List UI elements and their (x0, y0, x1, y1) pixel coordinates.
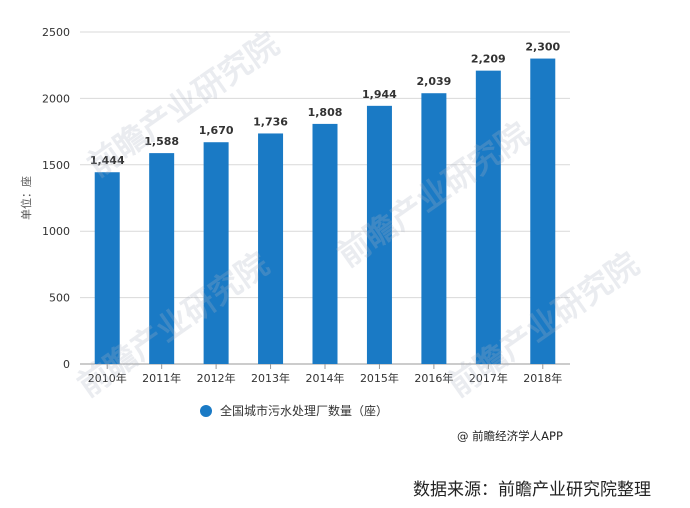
bar (312, 123, 338, 364)
x-tick-label: 2014年 (306, 371, 345, 385)
y-axis-label: 单位：座 (19, 176, 33, 220)
bar-chart: 0 500 1000 1500 2000 2500 单位：座 1,444 2010年 1,588 2… (19, 26, 570, 385)
x-tick-label: 2015年 (360, 371, 399, 385)
data-label: 2,209 (471, 53, 506, 66)
y-tick-label: 2000 (42, 92, 70, 105)
x-tick-label: 2011年 (142, 371, 181, 385)
y-tick-label: 1000 (42, 225, 70, 238)
y-tick-label: 2500 (42, 26, 70, 39)
legend-label: 全国城市污水处理厂数量（座） (220, 404, 389, 418)
x-tick-label: 2013年 (251, 371, 290, 385)
data-label: 1,670 (199, 124, 234, 137)
data-label: 1,444 (90, 154, 125, 167)
bar (366, 105, 392, 365)
source-text: 数据来源：前瞻产业研究院整理 (413, 480, 651, 500)
legend: 全国城市污水处理厂数量（座） (200, 402, 388, 419)
bar (258, 133, 284, 364)
y-tick-label: 500 (49, 292, 70, 305)
data-label: 2,300 (525, 41, 560, 54)
bar (203, 142, 229, 364)
data-label: 1,944 (362, 88, 397, 101)
y-tick-label: 1500 (42, 159, 70, 172)
x-tick-label: 2012年 (197, 371, 236, 385)
y-tick-label: 0 (63, 358, 70, 371)
x-tick-label: 2010年 (88, 371, 127, 385)
data-label: 2,039 (416, 75, 451, 88)
bar (475, 70, 501, 364)
credit-text: @ 前瞻经济学人APP (457, 429, 563, 443)
x-tick-label: 2017年 (469, 371, 508, 385)
x-tick-label: 2018年 (523, 371, 562, 385)
data-label: 1,808 (308, 106, 343, 119)
bar (530, 58, 556, 365)
x-tick-label: 2016年 (414, 371, 453, 385)
bar (149, 153, 175, 364)
data-label: 1,736 (253, 115, 288, 128)
legend-marker (200, 404, 212, 417)
bar (94, 172, 120, 364)
data-label: 1,588 (144, 135, 179, 148)
bar (421, 93, 447, 365)
